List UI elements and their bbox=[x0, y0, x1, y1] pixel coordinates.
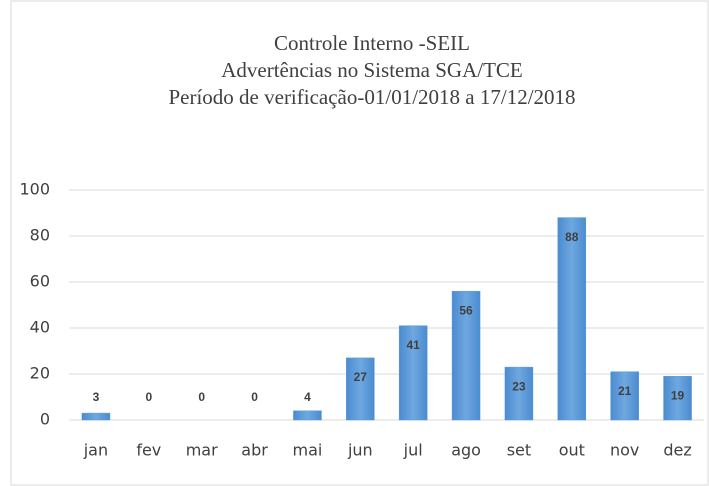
bar bbox=[504, 366, 534, 421]
chart-title: Período de verificação-01/01/2018 a 17/1… bbox=[168, 85, 575, 109]
data-label: 3 bbox=[93, 390, 100, 404]
bar bbox=[346, 357, 375, 421]
x-tick-label: abr bbox=[241, 441, 268, 460]
bar bbox=[293, 410, 322, 421]
data-label: 21 bbox=[618, 384, 632, 398]
data-label: 4 bbox=[304, 390, 311, 404]
bar bbox=[398, 325, 428, 421]
x-tick-label: mai bbox=[293, 441, 323, 460]
y-tick-label: 40 bbox=[30, 318, 50, 337]
data-label: 19 bbox=[671, 388, 685, 402]
x-tick-label: mar bbox=[186, 441, 218, 460]
data-label: 0 bbox=[198, 390, 205, 404]
x-tick-label: ago bbox=[451, 441, 481, 460]
y-tick-label: 0 bbox=[40, 410, 50, 429]
chart-title: Advertências no Sistema SGA/TCE bbox=[221, 58, 523, 82]
x-tick-label: jun bbox=[347, 441, 373, 460]
x-tick-label: nov bbox=[610, 441, 639, 460]
bar bbox=[451, 290, 481, 421]
y-tick-label: 80 bbox=[30, 226, 50, 245]
x-tick-label: dez bbox=[663, 441, 691, 460]
x-tick-label: jan bbox=[83, 441, 108, 460]
data-label: 56 bbox=[459, 303, 473, 317]
x-tick-label: set bbox=[507, 441, 531, 460]
x-tick-label: fev bbox=[136, 441, 161, 460]
x-tick-label: jul bbox=[403, 441, 423, 460]
data-label: 23 bbox=[512, 379, 526, 393]
y-tick-label: 100 bbox=[19, 180, 50, 199]
data-label: 88 bbox=[565, 230, 579, 244]
data-label: 41 bbox=[407, 338, 421, 352]
data-label: 0 bbox=[251, 390, 258, 404]
bar bbox=[557, 217, 587, 421]
y-tick-label: 20 bbox=[30, 364, 50, 383]
bar bbox=[81, 412, 111, 421]
data-label: 27 bbox=[354, 370, 368, 384]
chart-title: Controle Interno -SEIL bbox=[274, 31, 470, 55]
bar bbox=[610, 371, 639, 421]
y-tick-label: 60 bbox=[30, 272, 50, 291]
data-label: 0 bbox=[145, 390, 152, 404]
chart-border bbox=[10, 0, 709, 486]
x-tick-label: out bbox=[559, 441, 585, 460]
bar bbox=[663, 376, 692, 421]
